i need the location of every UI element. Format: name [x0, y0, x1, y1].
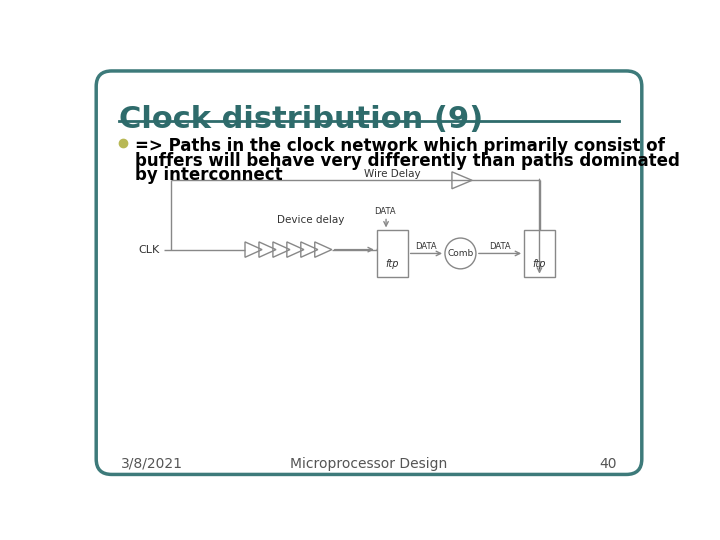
- Bar: [377, 231, 408, 276]
- Text: 3/8/2021: 3/8/2021: [121, 457, 183, 471]
- FancyBboxPatch shape: [96, 71, 642, 475]
- Text: 40: 40: [600, 457, 617, 471]
- Text: Clock distribution (9): Clock distribution (9): [120, 105, 484, 134]
- Circle shape: [445, 238, 476, 269]
- Text: DATA: DATA: [374, 207, 395, 215]
- Text: Device delay: Device delay: [277, 215, 345, 225]
- Text: Wire Delay: Wire Delay: [364, 168, 420, 179]
- Text: ftp: ftp: [533, 259, 546, 269]
- Text: Microprocessor Design: Microprocessor Design: [290, 457, 448, 471]
- Text: CLK: CLK: [138, 245, 160, 254]
- Text: DATA: DATA: [489, 242, 510, 251]
- Text: => Paths in the clock network which primarily consist of: => Paths in the clock network which prim…: [135, 137, 665, 155]
- Bar: [524, 231, 555, 276]
- Text: Comb: Comb: [447, 249, 474, 258]
- Text: ftp: ftp: [385, 259, 399, 269]
- Text: buffers will behave very differently than paths dominated: buffers will behave very differently tha…: [135, 152, 680, 170]
- Text: DATA: DATA: [415, 242, 437, 251]
- Text: by interconnect: by interconnect: [135, 166, 282, 185]
